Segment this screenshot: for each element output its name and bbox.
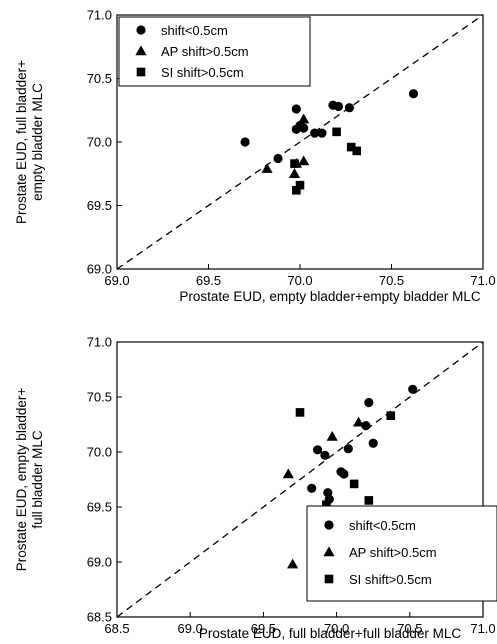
legend-box: [118, 16, 311, 87]
legend-marker: [323, 546, 335, 557]
data-point: [299, 123, 309, 133]
data-point: [291, 104, 301, 114]
x-axis-label: Prostate EUD, full bladder+full bladder …: [199, 626, 462, 641]
legend-label: shift<0.5cm: [161, 23, 228, 38]
x-tick-label: 69.5: [196, 273, 221, 288]
y-tick-label: 71.0: [87, 335, 112, 350]
data-point: [290, 159, 299, 168]
data-point: [352, 416, 365, 427]
x-tick-label: 70.5: [397, 621, 422, 636]
data-point: [307, 483, 317, 493]
legend-label: shift<0.5cm: [349, 518, 416, 533]
data-point: [295, 408, 305, 417]
y-axis-label-line: Prostate EUD, full bladder+: [14, 60, 29, 224]
y-tick-label: 69.5: [87, 500, 112, 515]
y-tick-label: 69.0: [87, 262, 112, 277]
data-point: [364, 496, 374, 505]
x-tick-label: 69.0: [178, 621, 203, 636]
data-point: [261, 163, 273, 173]
legend-marker: [324, 574, 334, 584]
data-point: [332, 127, 341, 137]
x-tick-label: 69.5: [251, 621, 276, 636]
data-point: [343, 444, 353, 454]
x-axis-label: Prostate EUD, empty bladder+empty bladde…: [179, 289, 481, 304]
legend-marker: [135, 45, 147, 56]
legend-label: AP shift>0.5cm: [349, 545, 437, 560]
data-point: [408, 384, 418, 394]
x-tick-label: 68.5: [104, 621, 129, 636]
y-axis-label-line: Prostate EUD, empty bladder+: [14, 388, 29, 572]
data-point: [317, 128, 327, 138]
series-2: [261, 113, 310, 178]
data-point: [282, 468, 294, 479]
data-point: [322, 500, 331, 510]
x-tick-label: 69.0: [104, 273, 129, 288]
plot-frame: [116, 341, 484, 618]
data-point: [333, 101, 344, 112]
x-tick-label: 70.0: [287, 273, 312, 288]
chart-panel-1: 69.0 69.5 70.0 70.5 71.0 69.0 69.5 70.0 70.5 71.0…: [14, 8, 496, 305]
identity-line: [116, 341, 484, 618]
identity-line: [116, 14, 484, 270]
data-point: [287, 558, 299, 569]
data-point: [298, 113, 310, 124]
data-point: [386, 411, 396, 420]
legend-marker: [136, 25, 146, 35]
y-axis-label: Prostate EUD, full bladder+empty bladder…: [14, 60, 45, 224]
series-3: [290, 127, 362, 195]
data-point: [310, 128, 320, 138]
data-point: [292, 185, 301, 195]
data-point: [349, 479, 359, 489]
series-2: [282, 416, 365, 569]
series-1: [240, 89, 419, 164]
legend: shift<0.5cm AP shift>0.5cm SI shift>0.5cm: [118, 16, 311, 87]
data-point: [326, 431, 338, 441]
y-tick-label: 71.0: [87, 8, 112, 23]
chart-panel-2: 68.5 69.0 69.5 70.0 70.5 71.0 68.5 69.0 69.5 70.0…: [14, 335, 497, 641]
legend-box: [306, 505, 497, 602]
data-point: [320, 450, 330, 460]
y-tick-label: 70.5: [87, 390, 112, 405]
data-point: [408, 89, 419, 99]
series-1: [307, 384, 418, 504]
data-point: [352, 146, 362, 156]
data-point: [273, 153, 283, 164]
y-axis-label-line: full bladder MLC: [30, 430, 45, 529]
data-point: [295, 180, 305, 190]
data-point: [339, 469, 349, 479]
y-axis-label: Prostate EUD, empty bladder+full bladder…: [14, 388, 45, 572]
data-point: [368, 438, 378, 448]
legend-label: SI shift>0.5cm: [161, 65, 244, 80]
legend-label: AP shift>0.5cm: [161, 44, 249, 59]
y-axis-label-line: empty bladder MLC: [30, 83, 45, 201]
series-3: [295, 408, 396, 515]
data-point: [298, 155, 310, 166]
y-tick-label: 70.5: [87, 71, 112, 86]
legend-label: SI shift>0.5cm: [349, 572, 432, 587]
y-tick-label: 70.0: [87, 445, 112, 460]
data-point: [344, 103, 355, 113]
y-tick-label: 69.0: [87, 555, 112, 570]
y-tick-label: 68.5: [87, 610, 112, 625]
data-point: [346, 142, 356, 152]
legend-marker: [324, 520, 334, 530]
x-tick-label: 70.5: [379, 273, 404, 288]
data-point: [361, 421, 371, 431]
data-point: [312, 445, 323, 455]
x-tick-label: 71.0: [470, 273, 495, 288]
y-tick-label: 70.0: [87, 135, 112, 150]
y-tick-label: 69.5: [87, 198, 112, 213]
data-point: [364, 397, 374, 408]
legend-marker: [136, 67, 146, 77]
x-tick-label: 70.0: [324, 621, 349, 636]
data-point: [240, 137, 250, 147]
legend: shift<0.5cm AP shift>0.5cm SI shift>0.5cm: [306, 505, 497, 602]
data-point: [288, 168, 301, 178]
x-tick-label: 71.0: [470, 621, 495, 636]
